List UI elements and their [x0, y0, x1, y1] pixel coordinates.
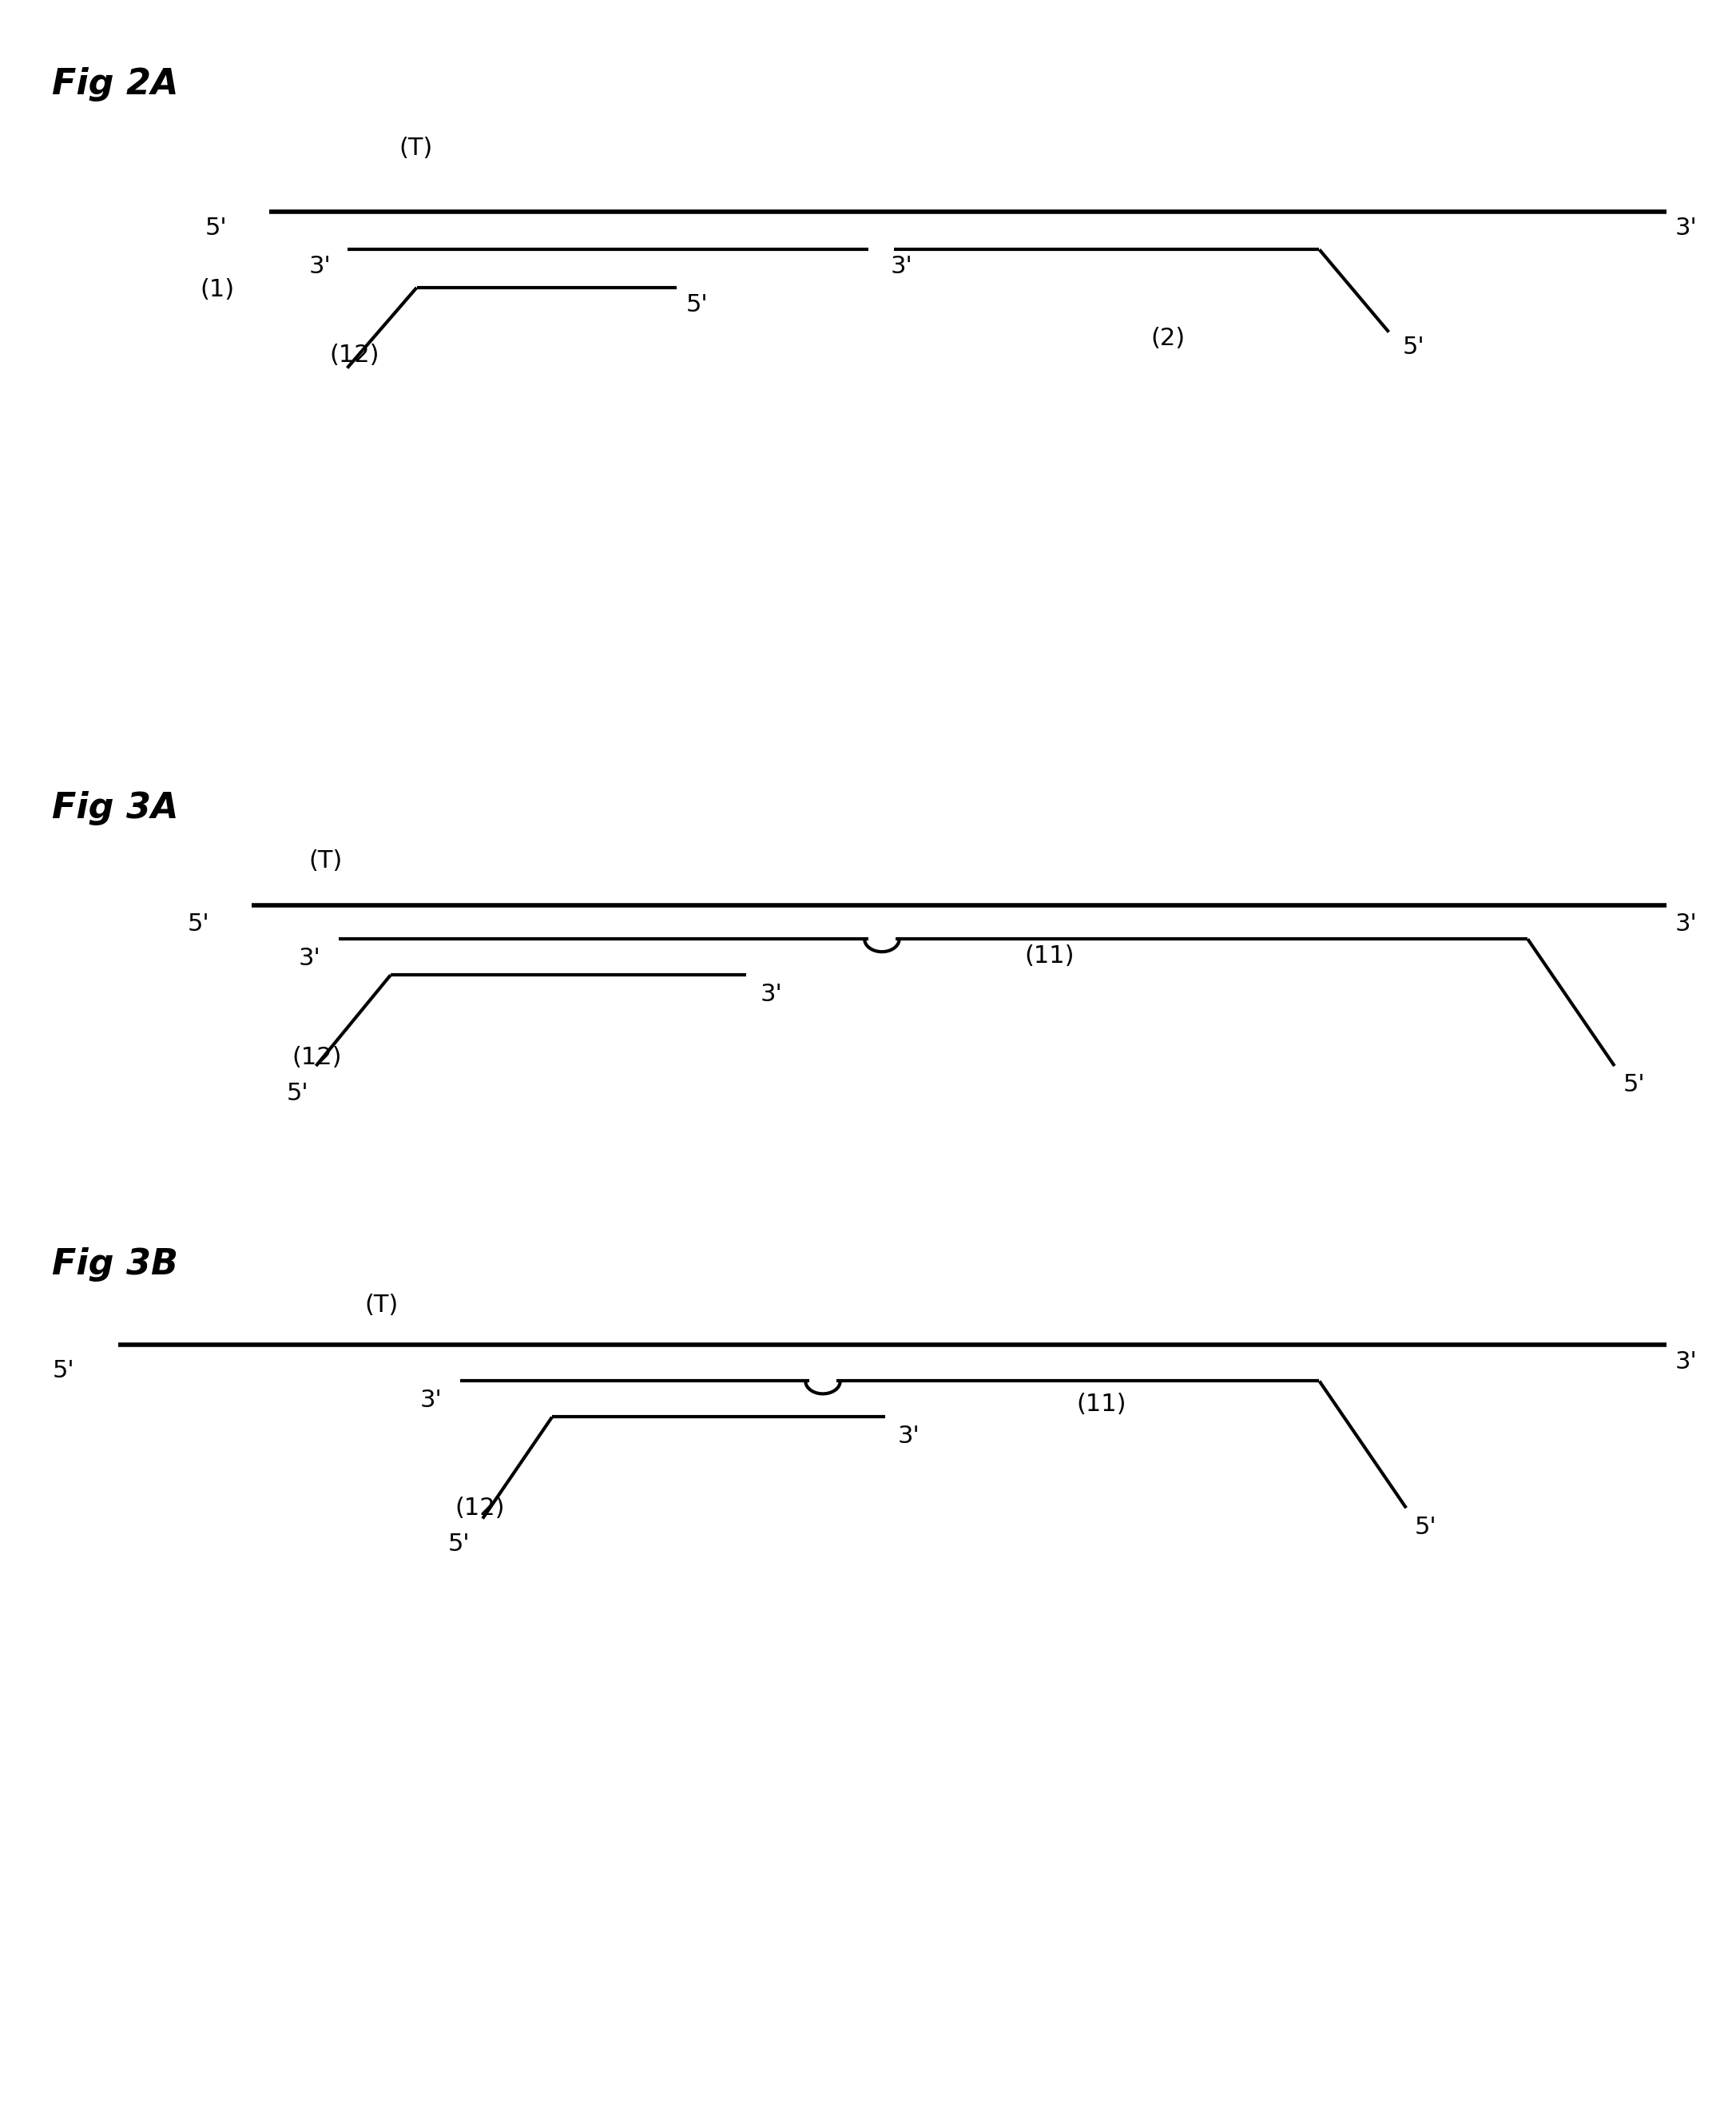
Text: 5': 5'	[52, 1360, 75, 1381]
Text: 5': 5'	[686, 294, 708, 315]
Text: Fig 2A: Fig 2A	[52, 68, 179, 102]
Text: 3': 3'	[760, 983, 783, 1005]
Text: (2): (2)	[1151, 328, 1186, 349]
Text: Fig 3B: Fig 3B	[52, 1248, 179, 1282]
Text: (11): (11)	[1024, 945, 1075, 967]
Text: 5': 5'	[187, 914, 210, 935]
Text: 5': 5'	[1415, 1516, 1437, 1538]
Text: 3': 3'	[1675, 1351, 1698, 1373]
Text: 3': 3'	[299, 948, 321, 969]
Text: 3': 3'	[1675, 218, 1698, 239]
Text: 3': 3'	[420, 1390, 443, 1411]
Text: (12): (12)	[455, 1497, 505, 1519]
Text: 3': 3'	[1675, 914, 1698, 935]
Text: (T): (T)	[365, 1294, 398, 1316]
Text: (T): (T)	[399, 137, 432, 159]
Text: 5': 5'	[1623, 1074, 1646, 1096]
Text: 3': 3'	[898, 1426, 920, 1447]
Text: (T): (T)	[309, 850, 342, 871]
Text: 5': 5'	[286, 1083, 309, 1104]
Text: 3': 3'	[891, 256, 913, 277]
Text: 5': 5'	[205, 218, 227, 239]
Text: (12): (12)	[292, 1047, 342, 1068]
Text: 3': 3'	[309, 256, 332, 277]
Text: (11): (11)	[1076, 1394, 1127, 1415]
Text: (1): (1)	[200, 279, 234, 300]
Text: (12): (12)	[330, 345, 380, 366]
Text: Fig 3A: Fig 3A	[52, 791, 179, 825]
Text: 5': 5'	[448, 1533, 470, 1555]
Text: 5': 5'	[1403, 336, 1425, 357]
